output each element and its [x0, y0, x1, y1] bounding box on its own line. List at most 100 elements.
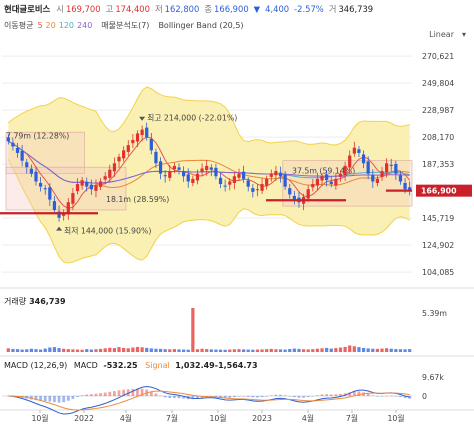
candle-body[interactable]: [389, 164, 393, 166]
volume-bar[interactable]: [329, 348, 333, 352]
candle-body[interactable]: [66, 202, 70, 215]
candle-body[interactable]: [20, 150, 24, 161]
candle-body[interactable]: [218, 177, 223, 185]
candle-body[interactable]: [191, 178, 195, 184]
volume-bar[interactable]: [177, 349, 181, 352]
volume-bar[interactable]: [80, 349, 84, 352]
candle-body[interactable]: [366, 161, 370, 174]
candle-body[interactable]: [232, 176, 236, 184]
volume-bar[interactable]: [301, 349, 306, 352]
candle-body[interactable]: [38, 183, 43, 187]
volume-bar[interactable]: [361, 347, 366, 352]
volume-bar[interactable]: [389, 348, 393, 352]
volume-bar[interactable]: [385, 348, 389, 352]
candle-body[interactable]: [265, 178, 269, 186]
volume-bar[interactable]: [251, 349, 255, 352]
candle-body[interactable]: [255, 189, 260, 191]
candle-body[interactable]: [357, 149, 361, 153]
volume-bar[interactable]: [269, 348, 273, 352]
candle-body[interactable]: [209, 167, 213, 170]
volume-bar[interactable]: [338, 347, 343, 352]
candle-body[interactable]: [15, 147, 20, 153]
candle-body[interactable]: [223, 185, 227, 187]
volume-bar[interactable]: [223, 349, 227, 352]
volume-bar[interactable]: [306, 349, 310, 352]
volume-bar[interactable]: [29, 348, 33, 352]
candle-body[interactable]: [371, 175, 375, 182]
volume-bar[interactable]: [135, 346, 140, 352]
candle-body[interactable]: [200, 168, 204, 172]
volume-bar[interactable]: [352, 346, 356, 352]
volume-bar[interactable]: [260, 349, 264, 352]
volume-bar[interactable]: [292, 348, 296, 352]
candle-body[interactable]: [43, 188, 47, 190]
volume-bar[interactable]: [283, 349, 287, 352]
volume-bar[interactable]: [71, 349, 75, 352]
volume-bar[interactable]: [11, 348, 15, 352]
volume-bar[interactable]: [57, 348, 61, 352]
volume-bar[interactable]: [38, 349, 43, 352]
volume-bar[interactable]: [278, 349, 283, 352]
candle-body[interactable]: [149, 138, 153, 151]
candle-body[interactable]: [343, 165, 347, 176]
volume-bar[interactable]: [112, 348, 117, 352]
volume-bar[interactable]: [214, 349, 218, 352]
candle-body[interactable]: [311, 184, 315, 188]
candle-body[interactable]: [288, 188, 292, 195]
volume-bar[interactable]: [232, 349, 236, 352]
candle-body[interactable]: [80, 180, 84, 186]
volume-bar[interactable]: [246, 349, 250, 352]
volume-bar[interactable]: [380, 348, 384, 352]
volume-bar[interactable]: [103, 348, 107, 352]
candle-body[interactable]: [158, 161, 163, 174]
candle-body[interactable]: [205, 165, 209, 171]
volume-bar[interactable]: [186, 349, 190, 352]
volume-bar[interactable]: [311, 349, 315, 352]
candle-body[interactable]: [85, 181, 89, 187]
candle-body[interactable]: [338, 173, 343, 177]
candle-body[interactable]: [25, 162, 29, 168]
candle-body[interactable]: [140, 129, 144, 136]
volume-bar[interactable]: [172, 349, 177, 352]
ma5-label[interactable]: 5: [37, 20, 43, 30]
candle-body[interactable]: [306, 189, 310, 199]
candle-body[interactable]: [75, 184, 80, 192]
candle-body[interactable]: [260, 184, 264, 191]
candle-body[interactable]: [98, 181, 103, 187]
volume-bar[interactable]: [228, 349, 232, 352]
candle-body[interactable]: [278, 172, 283, 177]
volume-bar[interactable]: [20, 349, 24, 352]
volume-bar[interactable]: [85, 349, 89, 352]
volume-bar[interactable]: [366, 348, 370, 352]
candle-body[interactable]: [334, 178, 338, 186]
volume-bar[interactable]: [43, 348, 47, 352]
volume-bar[interactable]: [154, 348, 158, 352]
candle-body[interactable]: [329, 181, 333, 185]
ma20-label[interactable]: 20: [45, 20, 56, 30]
volume-bar[interactable]: [274, 349, 278, 352]
volume-bar[interactable]: [371, 348, 375, 352]
volume-bar[interactable]: [182, 349, 186, 352]
candle-body[interactable]: [89, 184, 93, 190]
volume-bar[interactable]: [98, 348, 103, 352]
volume-bar[interactable]: [126, 348, 130, 352]
ma240-label[interactable]: 240: [77, 20, 93, 30]
volume-bar[interactable]: [195, 349, 200, 352]
candle-body[interactable]: [403, 183, 407, 190]
candle-body[interactable]: [117, 156, 121, 162]
candle-body[interactable]: [283, 174, 287, 187]
volume-bar[interactable]: [75, 349, 80, 352]
volume-bar[interactable]: [163, 349, 167, 352]
candle-body[interactable]: [29, 168, 33, 174]
volume-bar[interactable]: [48, 347, 52, 352]
volume-bar[interactable]: [408, 349, 412, 352]
volume-bar[interactable]: [375, 348, 380, 352]
candle-body[interactable]: [398, 175, 403, 182]
candle-body[interactable]: [145, 127, 149, 138]
volume-bar[interactable]: [52, 347, 57, 352]
volume-bar[interactable]: [255, 349, 260, 352]
bollinger-label[interactable]: Bollinger Band (20,5): [158, 20, 244, 30]
volume-bar[interactable]: [398, 349, 403, 352]
volume-bar[interactable]: [394, 349, 398, 352]
